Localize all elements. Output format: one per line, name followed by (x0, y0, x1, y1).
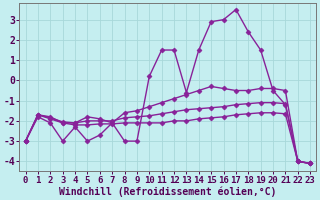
X-axis label: Windchill (Refroidissement éolien,°C): Windchill (Refroidissement éolien,°C) (59, 186, 276, 197)
